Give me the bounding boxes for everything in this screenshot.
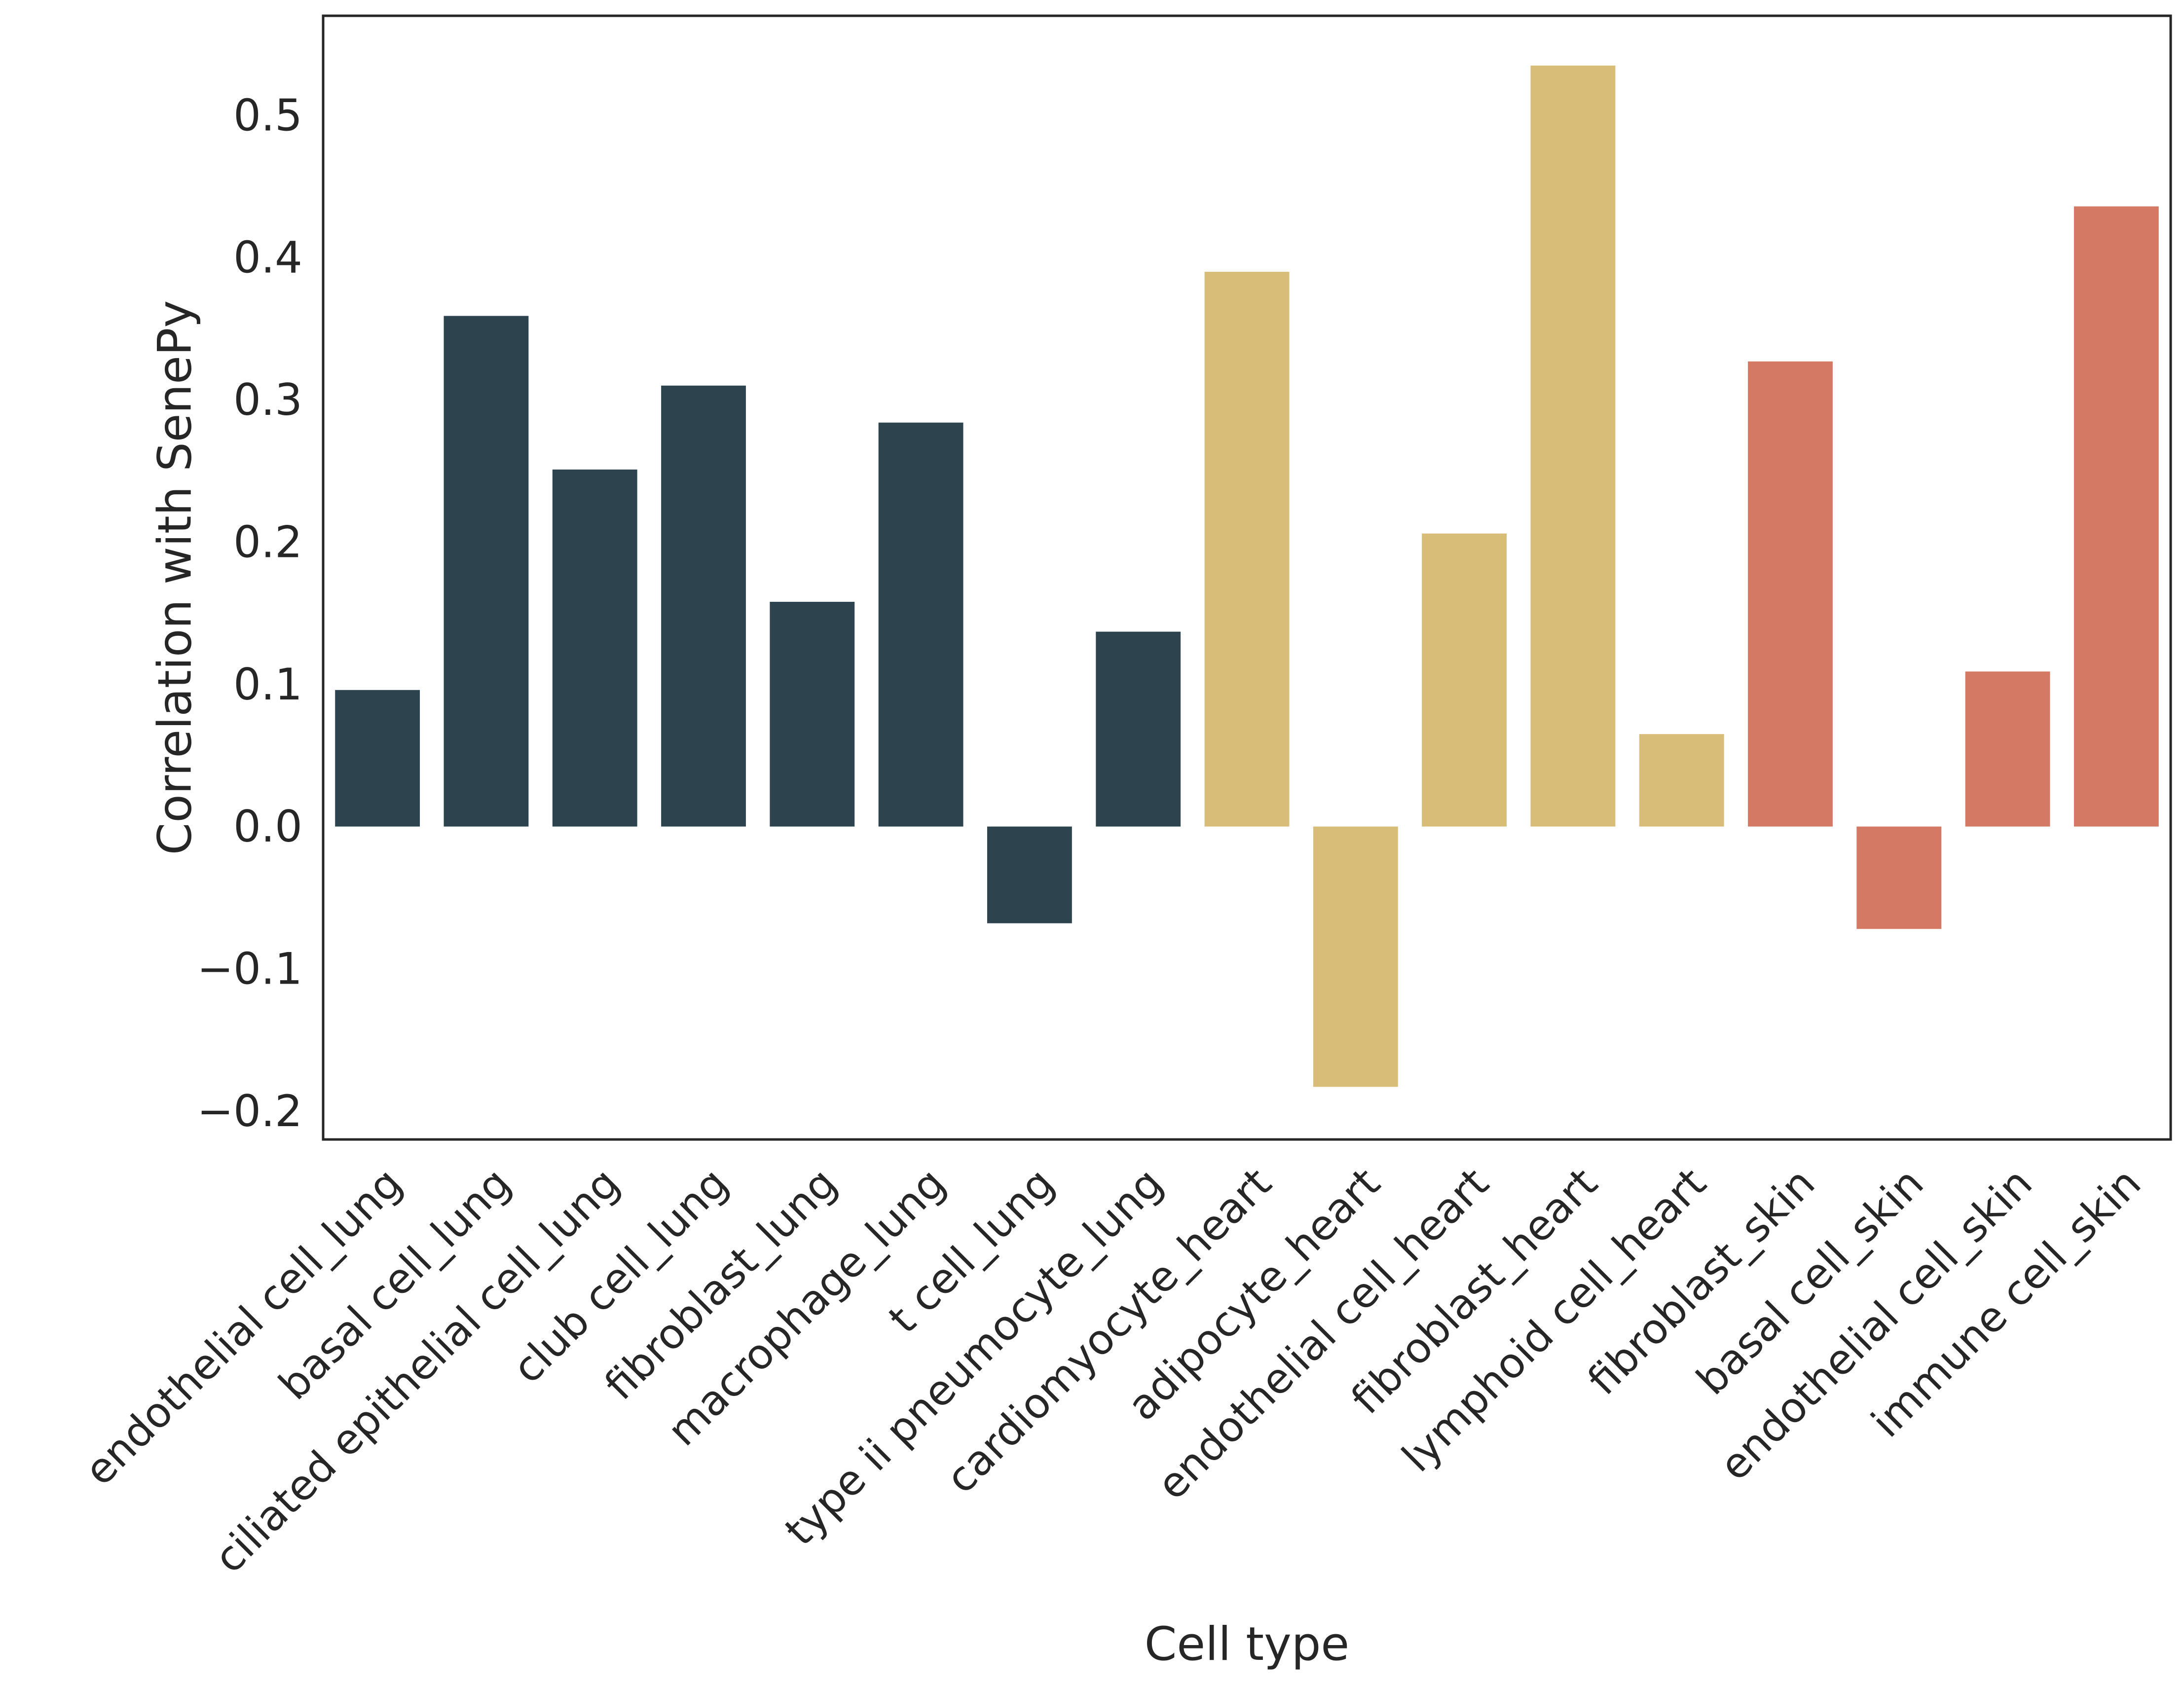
bar <box>661 385 746 827</box>
y-tick-label: 0.3 <box>233 374 302 425</box>
y-tick-label: 0.2 <box>233 516 302 567</box>
bar <box>1530 65 1616 827</box>
bar <box>1639 734 1724 827</box>
y-tick-label: 0.1 <box>233 659 302 710</box>
bar <box>335 690 420 827</box>
bar <box>987 826 1072 923</box>
y-tick-label: 0.0 <box>233 801 302 852</box>
bars-group <box>335 65 2159 1087</box>
y-tick-label: 0.5 <box>233 90 302 141</box>
y-axis-label: Correlation with SenePy <box>148 300 202 855</box>
bar <box>1422 533 1507 827</box>
bar <box>1748 361 1833 827</box>
bar <box>444 316 529 827</box>
bar <box>770 602 855 827</box>
bar <box>552 469 637 827</box>
bar <box>1204 272 1290 827</box>
bar <box>1096 631 1181 827</box>
bar <box>1856 826 1942 929</box>
y-tick-label: 0.4 <box>233 232 302 283</box>
bar <box>2073 206 2159 827</box>
y-axis-ticks: −0.2 −0.1 0.0 0.1 0.2 0.3 0.4 0.5 <box>197 90 302 1136</box>
y-tick-label: −0.2 <box>197 1086 302 1137</box>
y-tick-label: −0.1 <box>197 943 302 994</box>
x-axis-label: Cell type <box>1145 1617 1350 1671</box>
bar <box>878 422 963 827</box>
bar <box>1313 826 1398 1087</box>
bar <box>1965 671 2050 827</box>
plot-frame <box>322 14 2172 1141</box>
